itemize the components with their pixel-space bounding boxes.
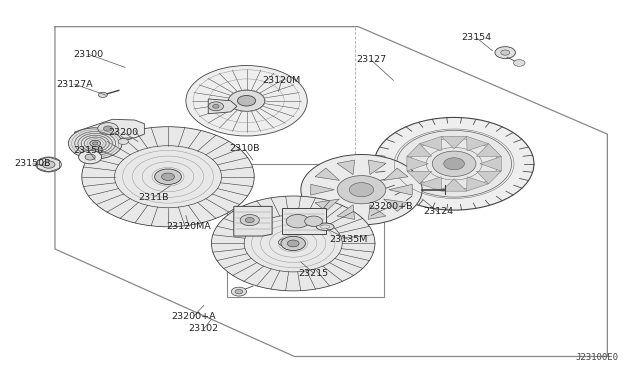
Polygon shape (389, 185, 412, 195)
Circle shape (432, 151, 476, 176)
Polygon shape (477, 171, 501, 184)
Text: 2311B: 2311B (139, 193, 169, 202)
Polygon shape (442, 137, 467, 149)
Circle shape (513, 60, 525, 66)
Circle shape (42, 161, 55, 168)
Circle shape (104, 126, 113, 131)
Circle shape (155, 169, 181, 185)
Circle shape (161, 173, 175, 180)
Polygon shape (74, 119, 145, 138)
Circle shape (500, 50, 509, 55)
Text: 23200: 23200 (108, 128, 138, 137)
Text: J23100E0: J23100E0 (575, 353, 618, 362)
Polygon shape (407, 156, 428, 171)
Polygon shape (420, 137, 442, 151)
Text: 23127A: 23127A (56, 80, 92, 89)
Polygon shape (407, 171, 432, 184)
Polygon shape (337, 205, 355, 219)
Text: 23124: 23124 (423, 208, 453, 217)
Polygon shape (480, 156, 501, 171)
Circle shape (36, 157, 61, 172)
Circle shape (397, 131, 511, 197)
Circle shape (286, 215, 309, 228)
Circle shape (231, 287, 246, 296)
Polygon shape (337, 160, 355, 174)
Circle shape (240, 215, 259, 226)
Polygon shape (282, 208, 326, 234)
Circle shape (444, 158, 465, 170)
Circle shape (228, 90, 265, 111)
Polygon shape (315, 168, 339, 180)
Circle shape (374, 118, 534, 210)
Circle shape (68, 128, 122, 159)
Text: 23200+B: 23200+B (368, 202, 413, 211)
Circle shape (79, 150, 102, 164)
Circle shape (212, 105, 219, 108)
Text: 23215: 23215 (298, 269, 329, 278)
Polygon shape (315, 199, 339, 211)
Circle shape (118, 138, 129, 144)
Circle shape (235, 289, 243, 294)
Text: 23135M: 23135M (330, 235, 368, 244)
Circle shape (208, 102, 223, 111)
Circle shape (337, 176, 386, 204)
Circle shape (186, 65, 307, 136)
Polygon shape (383, 168, 408, 180)
Polygon shape (311, 185, 334, 195)
Circle shape (301, 154, 422, 225)
Circle shape (237, 96, 255, 106)
Text: 23150: 23150 (74, 146, 104, 155)
Circle shape (349, 183, 374, 197)
Text: 23120M: 23120M (262, 76, 301, 85)
Circle shape (93, 142, 98, 145)
Text: 23100: 23100 (74, 50, 104, 59)
Polygon shape (467, 177, 489, 191)
Text: 23200+A: 23200+A (172, 312, 216, 321)
Polygon shape (369, 160, 386, 174)
Text: 23120MA: 23120MA (166, 222, 211, 231)
Circle shape (99, 92, 108, 97)
Circle shape (278, 238, 291, 246)
Text: 23102: 23102 (189, 324, 219, 333)
Polygon shape (467, 137, 489, 151)
Circle shape (305, 216, 323, 227)
Circle shape (287, 240, 299, 247)
Polygon shape (420, 177, 442, 191)
Circle shape (245, 218, 254, 223)
Text: 23127: 23127 (356, 55, 386, 64)
Polygon shape (208, 99, 237, 114)
Text: 23150B: 23150B (14, 159, 51, 168)
Polygon shape (369, 205, 386, 219)
Text: 23154: 23154 (461, 33, 492, 42)
Ellipse shape (316, 223, 334, 231)
Text: 2310B: 2310B (229, 144, 260, 153)
Circle shape (98, 123, 118, 135)
Polygon shape (442, 179, 467, 191)
Polygon shape (407, 144, 432, 156)
Polygon shape (234, 206, 272, 236)
Polygon shape (477, 144, 501, 156)
Circle shape (495, 46, 515, 58)
Circle shape (211, 196, 375, 291)
Circle shape (90, 140, 100, 147)
Polygon shape (383, 199, 408, 211)
Circle shape (82, 127, 254, 227)
Circle shape (281, 236, 305, 251)
Circle shape (85, 154, 95, 160)
